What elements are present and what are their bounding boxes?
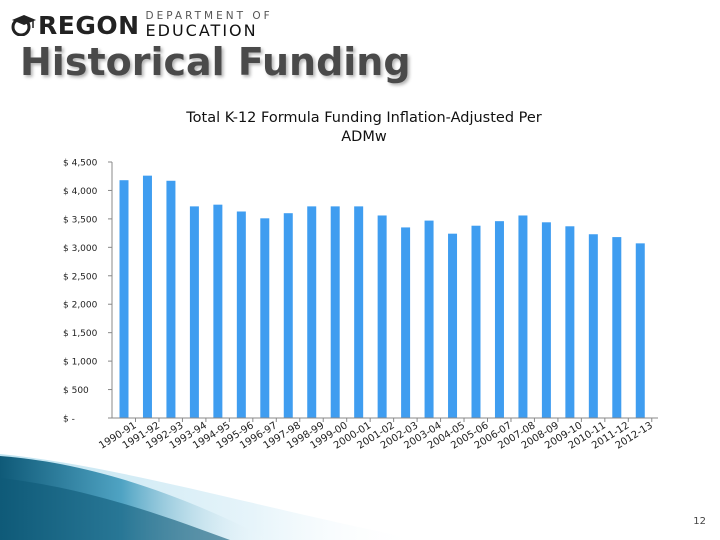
bar bbox=[236, 211, 246, 418]
bar bbox=[518, 215, 528, 418]
logo-wordmark: REGON bbox=[38, 10, 140, 40]
y-tick-label: $ 4,000 bbox=[63, 187, 98, 197]
bar bbox=[307, 206, 317, 418]
chart-title: Total K-12 Formula Funding Inflation-Adj… bbox=[185, 110, 542, 145]
logo-department-line1: DEPARTMENT OF bbox=[145, 10, 273, 23]
y-tick-label: $ 2,500 bbox=[63, 272, 98, 282]
logo-department-line2: EDUCATION bbox=[145, 20, 258, 40]
oregon-doe-logo: REGON DEPARTMENT OF EDUCATION bbox=[10, 8, 273, 42]
bar-series bbox=[119, 175, 645, 418]
bar bbox=[588, 234, 598, 418]
bar bbox=[448, 233, 458, 418]
bar bbox=[119, 180, 129, 418]
y-tick-label: $ 1,500 bbox=[63, 329, 98, 339]
chart-title-line: ADMw bbox=[341, 129, 387, 145]
bar bbox=[330, 206, 340, 418]
bar bbox=[260, 218, 270, 418]
bar bbox=[142, 175, 152, 418]
bar bbox=[565, 226, 575, 418]
bar bbox=[354, 206, 364, 418]
y-axis: $ - $ 500 $ 1,000 $ 1,500 $ 2,000 $ 2,500 $ 3,… bbox=[63, 159, 113, 425]
x-axis: 1990-911991-921992-931993-941994-951995-… bbox=[97, 417, 658, 452]
y-tick-label: $ 1,000 bbox=[63, 358, 98, 368]
bar bbox=[166, 180, 176, 418]
y-tick-label: $ 4,500 bbox=[63, 159, 98, 169]
y-tick-label: $ 3,000 bbox=[63, 244, 98, 254]
bar bbox=[213, 204, 223, 418]
bar bbox=[377, 215, 387, 418]
bar bbox=[612, 237, 622, 418]
page-number: 12 bbox=[693, 516, 706, 527]
bar bbox=[401, 227, 411, 418]
bar bbox=[189, 206, 199, 418]
y-tick-label: $ 500 bbox=[63, 386, 89, 396]
graduation-cap-icon bbox=[11, 15, 36, 36]
bar bbox=[541, 222, 551, 418]
bar bbox=[635, 243, 645, 418]
y-tick-label: $ 3,500 bbox=[63, 215, 98, 225]
bar bbox=[283, 213, 293, 418]
logo-department: DEPARTMENT OF EDUCATION bbox=[146, 11, 273, 39]
bar bbox=[494, 221, 504, 418]
y-tick-label: $ - bbox=[63, 415, 75, 425]
y-tick-label: $ 2,000 bbox=[63, 301, 98, 311]
footer-ribbon-decoration bbox=[0, 454, 420, 540]
slide-title: Historical Funding bbox=[20, 40, 411, 84]
chart-title-line: Total K-12 Formula Funding Inflation-Adj… bbox=[185, 110, 542, 126]
bar bbox=[471, 225, 481, 418]
bar bbox=[424, 220, 434, 418]
